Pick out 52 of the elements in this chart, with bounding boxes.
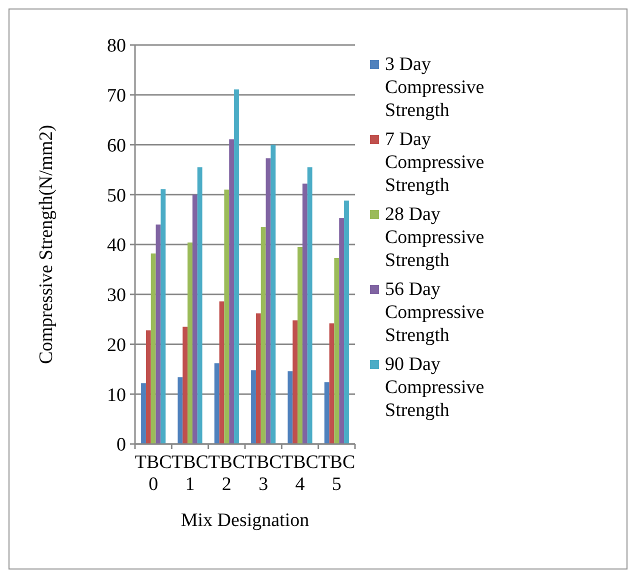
bar <box>150 253 156 444</box>
bar <box>178 377 183 444</box>
bar <box>324 382 330 444</box>
bar <box>339 218 344 444</box>
bar <box>292 320 298 444</box>
bar <box>182 326 188 444</box>
x-tick-label: TBC 4 <box>282 452 318 495</box>
legend-label: 28 Day Compressive Strength <box>385 204 484 271</box>
y-tick-label: 60 <box>107 135 126 156</box>
bar <box>298 246 302 444</box>
bar <box>160 189 166 444</box>
bar <box>270 144 276 444</box>
legend-label: 7 Day Compressive Strength <box>385 129 484 196</box>
bar <box>146 330 151 444</box>
bar <box>260 227 266 444</box>
bar <box>256 313 261 444</box>
y-axis-title: Compressive Strength(N/mm2) <box>36 124 57 364</box>
legend-label: 90 Day Compressive Strength <box>385 354 484 421</box>
y-tick-label: 50 <box>107 185 126 206</box>
y-tick-label: 70 <box>107 86 126 107</box>
bar <box>192 194 198 444</box>
x-axis-title: Mix Designation <box>180 510 310 531</box>
x-tick-label: TBC 5 <box>318 452 356 495</box>
bar <box>307 167 312 444</box>
legend-label: 56 Day Compressive Strength <box>385 279 484 346</box>
bar <box>234 89 239 444</box>
legend-label: 3 Day Compressive Strength <box>385 54 484 121</box>
y-tick-label: 0 <box>116 434 126 456</box>
bar <box>214 363 220 444</box>
bar <box>288 371 293 444</box>
y-tick-label: 80 <box>107 36 126 57</box>
bar <box>251 370 256 444</box>
bar <box>229 139 234 444</box>
y-tick-label: 20 <box>107 334 126 356</box>
bar <box>219 301 224 444</box>
y-tick-label: 10 <box>107 384 126 406</box>
bar <box>344 200 349 444</box>
y-tick-label: 40 <box>107 235 126 256</box>
x-tick-label: TBC 1 <box>172 452 208 495</box>
bar <box>224 190 230 444</box>
bar <box>197 167 202 444</box>
x-tick-label: TBC 0 <box>134 452 172 495</box>
x-tick-label: TBC 2 <box>208 452 246 495</box>
bar <box>188 242 192 444</box>
bar <box>329 323 334 444</box>
y-tick-label: 30 <box>107 285 126 306</box>
bar <box>266 158 271 444</box>
bar <box>156 224 161 444</box>
bar <box>302 184 308 444</box>
bar <box>141 383 146 444</box>
x-tick-label: TBC 3 <box>244 452 282 495</box>
bar <box>334 258 340 444</box>
